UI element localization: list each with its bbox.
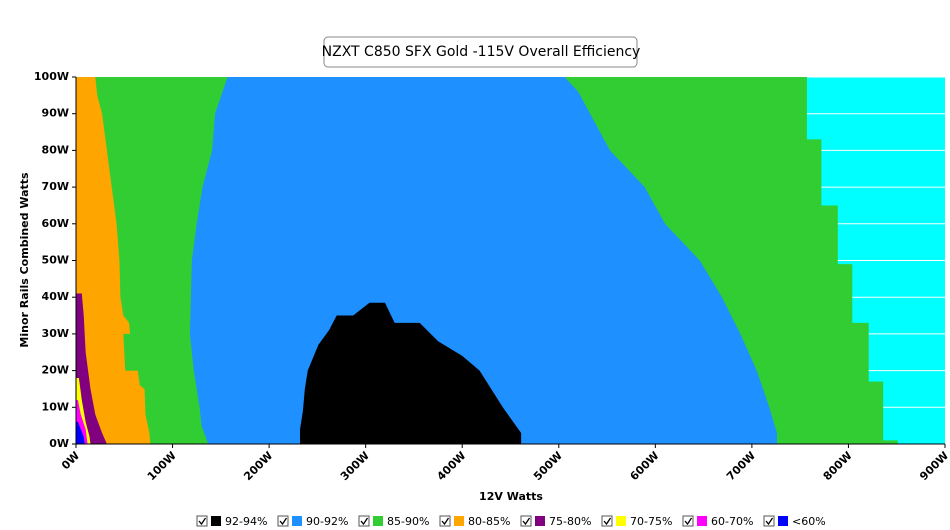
y-tick-label: 90W [42,107,69,120]
legend-swatch [535,516,545,526]
x-tick-label: 400W [434,449,468,483]
y-tick-label: 20W [42,364,69,377]
efficiency-region [76,77,151,444]
y-tick-label: 0W [49,437,69,450]
legend-swatch [616,516,626,526]
legend-check [360,517,369,526]
legend-label: 60-70% [711,515,753,528]
x-tick-label: 500W [531,449,565,483]
legend-label: 75-80% [549,515,591,528]
x-tick-label: 600W [628,449,662,483]
legend-label: 85-90% [387,515,429,528]
legend-label: 70-75% [630,515,672,528]
legend-swatch [778,516,788,526]
legend-swatch [211,516,221,526]
legend-swatch [292,516,302,526]
y-tick-label: 80W [42,143,69,156]
legend-checkbox[interactable] [358,515,370,527]
legend-checkbox[interactable] [520,515,532,527]
x-tick-label: 300W [338,449,372,483]
legend-check [198,517,207,526]
y-tick-label: 70W [42,180,69,193]
legend-checkbox[interactable] [196,515,208,527]
legend-check [603,517,612,526]
x-tick-label: 900W [917,449,950,483]
legend-item[interactable]: <60% [763,515,826,528]
legend-check [441,517,450,526]
legend-item[interactable]: 60-70% [682,515,753,528]
legend-item[interactable]: 90-92% [277,515,348,528]
chart-title: NZXT C850 SFX Gold -115V Overall Efficie… [322,44,641,60]
legend-swatch [454,516,464,526]
x-axis-title: 12V Watts [479,490,543,503]
legend-label: 80-85% [468,515,510,528]
y-tick-label: 100W [34,70,69,83]
legend-check [684,517,693,526]
y-tick-label: 60W [42,217,69,230]
x-tick-label: 100W [145,449,179,483]
legend-item[interactable]: 92-94% [196,515,267,528]
y-axis-title: Minor Rails Combined Watts [18,172,31,348]
x-tick-label: 0W [59,449,82,472]
x-tick-label: 200W [241,449,275,483]
legend-check [765,517,774,526]
efficiency-region [76,421,85,444]
x-tick-label: 800W [821,449,855,483]
legend-item[interactable]: 75-80% [520,515,591,528]
legend-check [279,517,288,526]
legend-swatch [697,516,707,526]
title-box [323,36,638,68]
legend-checkbox[interactable] [601,515,613,527]
efficiency-region [300,302,522,444]
efficiency-region [76,293,107,444]
y-tick-label: 50W [42,254,69,267]
y-tick-label: 10W [42,400,69,413]
legend-checkbox[interactable] [277,515,289,527]
legend-checkbox[interactable] [439,515,451,527]
legend-checkbox[interactable] [763,515,775,527]
y-tick-label: 30W [42,327,69,340]
legend-label: <60% [792,515,826,528]
legend-label: 90-92% [306,515,348,528]
legend-item[interactable]: 70-75% [601,515,672,528]
legend-swatch [373,516,383,526]
legend-check [522,517,531,526]
legend-item[interactable]: 80-85% [439,515,510,528]
legend-item[interactable]: 85-90% [358,515,429,528]
legend-label: 92-94% [225,515,267,528]
legend-checkbox[interactable] [682,515,694,527]
y-tick-label: 40W [42,290,69,303]
x-tick-label: 700W [724,449,758,483]
